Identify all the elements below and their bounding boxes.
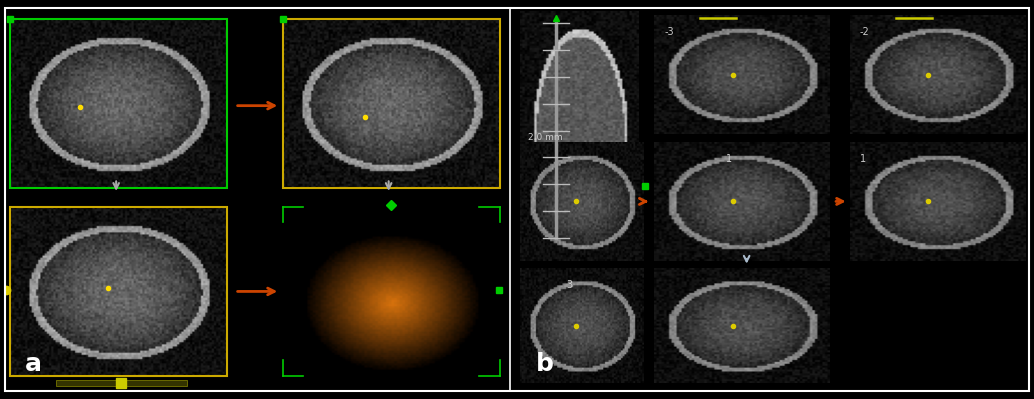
Bar [10, 20, 227, 188]
Bar [10, 207, 227, 376]
Text: b: b [536, 352, 553, 376]
Bar [282, 20, 499, 188]
Bar [56, 379, 187, 386]
Text: 2.0 mm: 2.0 mm [527, 133, 562, 142]
Text: 1: 1 [860, 154, 866, 164]
Text: a: a [26, 352, 42, 376]
Text: -3: -3 [664, 27, 674, 37]
Text: 1: 1 [726, 154, 732, 164]
Text: -2: -2 [860, 27, 870, 37]
Text: 3: 3 [567, 280, 573, 290]
